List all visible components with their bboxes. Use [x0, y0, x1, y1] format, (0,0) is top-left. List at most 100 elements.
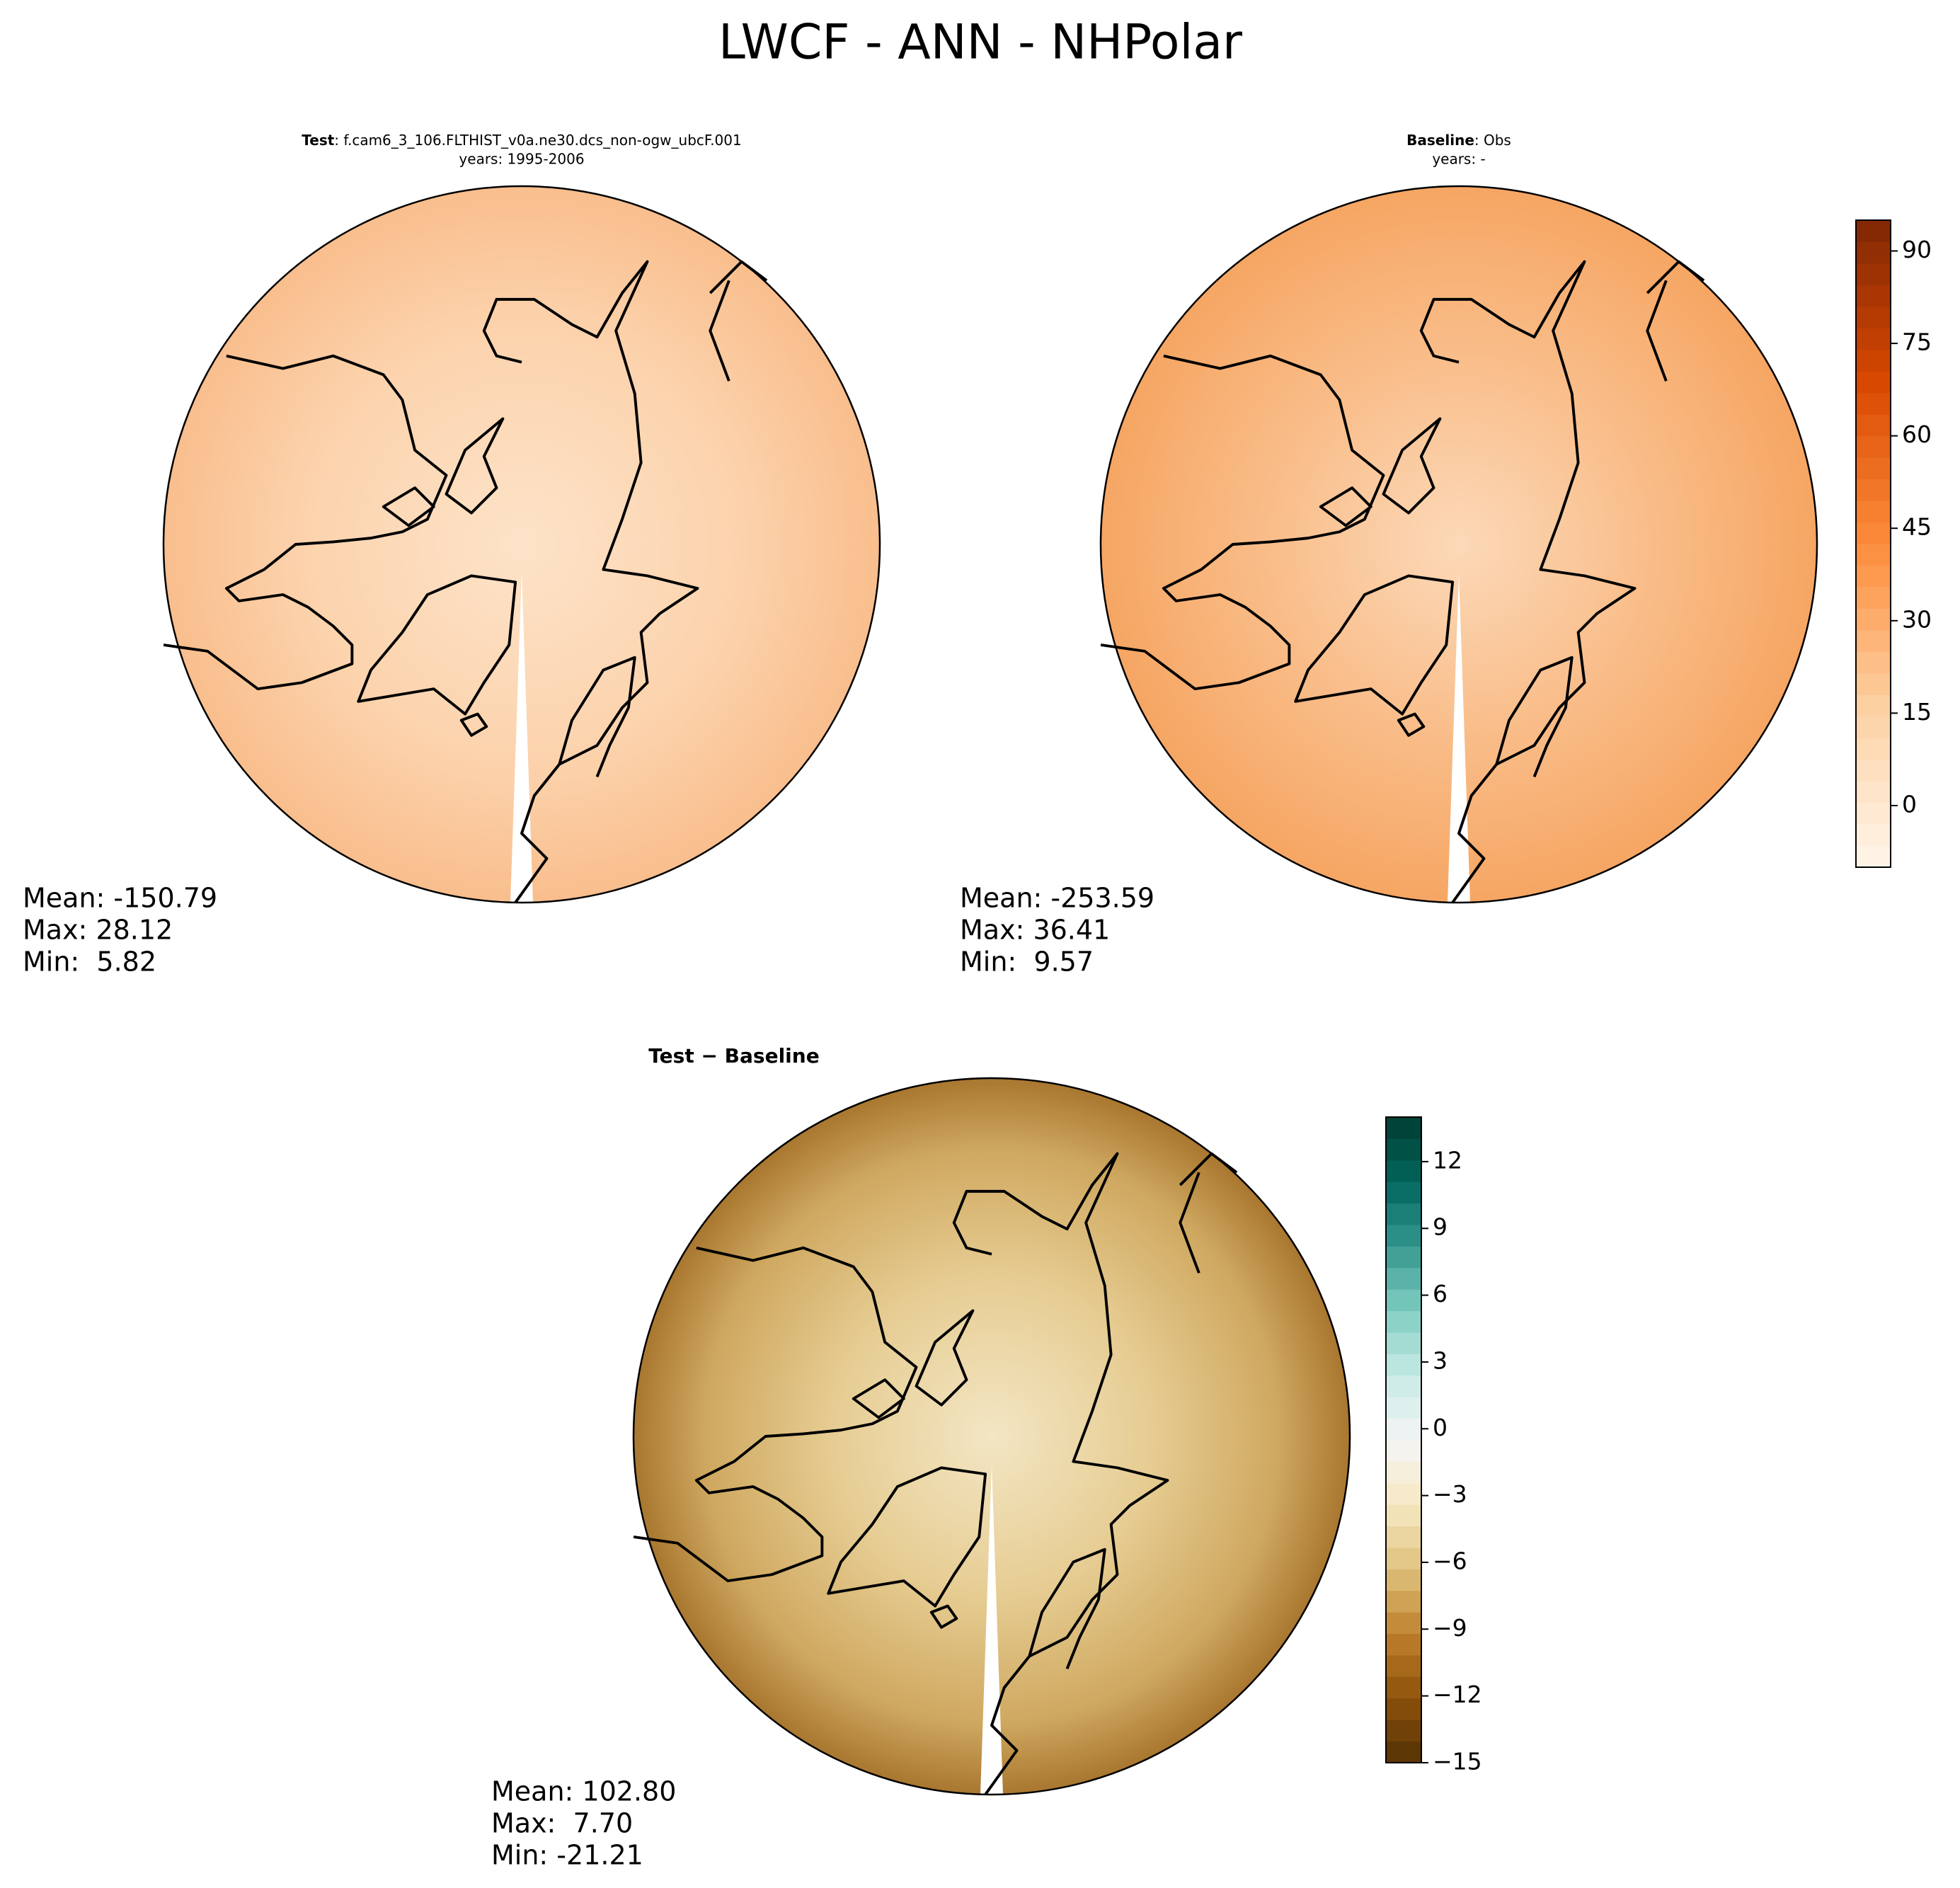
colorbar-segment	[1856, 285, 1891, 307]
colorbar-segment	[1386, 1160, 1421, 1182]
colorbar-segment	[1386, 1698, 1421, 1720]
colorbar-frame	[1385, 1116, 1422, 1763]
colorbar-segment	[1386, 1720, 1421, 1742]
panel-stat: Mean: 102.80	[491, 1776, 676, 1807]
panel-stat: Min: -21.21	[491, 1840, 643, 1871]
panel-stat: Max: 7.70	[491, 1808, 633, 1839]
panel-stat: Min: 9.57	[960, 946, 1094, 978]
colorbar-segment	[1386, 1289, 1421, 1312]
panel-case: : f.cam6_3_106.FLTHIST_v0a.ne30.dcs_non-…	[334, 132, 741, 149]
colorbar-segment	[1856, 608, 1891, 631]
colorbar-segment	[1856, 565, 1891, 588]
map-field	[1101, 186, 1817, 903]
map-border	[162, 185, 881, 904]
panel-title: Baseline: Obs	[1406, 132, 1511, 149]
colorbar-segment	[1386, 1182, 1421, 1204]
colorbar-segment	[1856, 694, 1891, 717]
colorbar-segment	[1856, 651, 1891, 674]
colorbar-tick-label: 30	[1902, 605, 1932, 633]
colorbar-segment	[1386, 1117, 1421, 1139]
colorbar-segment	[1856, 522, 1891, 544]
colorbar-segment	[1856, 716, 1891, 738]
colorbar-segment	[1856, 349, 1891, 372]
colorbar-tick-label: 3	[1433, 1346, 1448, 1374]
colorbar-segment	[1386, 1397, 1421, 1419]
colorbar-tick-label: 0	[1433, 1414, 1448, 1441]
colorbar-segment	[1386, 1526, 1421, 1548]
colorbar-segment	[1856, 629, 1891, 652]
colorbar-tick-label: −9	[1433, 1614, 1467, 1642]
colorbar-segment	[1386, 1246, 1421, 1269]
colorbar-segment	[1856, 759, 1891, 782]
colorbar-segment	[1856, 435, 1891, 458]
panel-label: Test	[302, 132, 334, 149]
colorbar-tick-label: 75	[1902, 328, 1932, 356]
colorbar-segment	[1856, 845, 1891, 868]
colorbar-tick-label: 90	[1902, 236, 1932, 263]
panel-title: Test: f.cam6_3_106.FLTHIST_v0a.ne30.dcs_…	[302, 132, 741, 149]
colorbar-tick-label: −3	[1433, 1480, 1467, 1508]
colorbar-tick-label: 45	[1902, 513, 1932, 541]
colorbar-segment	[1386, 1590, 1421, 1613]
colorbar-segment	[1856, 586, 1891, 609]
colorbar-segment	[1386, 1633, 1421, 1656]
colorbar-segment	[1386, 1440, 1421, 1462]
colorbar-segment	[1386, 1354, 1421, 1376]
panel-stat: Max: 28.12	[23, 915, 173, 946]
colorbar-segment	[1856, 824, 1891, 847]
panel-stat: Mean: -150.79	[23, 883, 217, 914]
map-panel	[632, 1077, 1351, 1796]
colorbar-segment	[1386, 1461, 1421, 1484]
colorbar-segment	[1386, 1676, 1421, 1699]
figure-title: LWCF - ANN - NHPolar	[718, 15, 1242, 71]
colorbar-frame	[1855, 219, 1891, 868]
colorbar-segment	[1856, 802, 1891, 825]
colorbar-segment	[1386, 1332, 1421, 1354]
panel-stat: Max: 36.41	[960, 915, 1110, 946]
map-field	[634, 1078, 1350, 1795]
colorbar-segment	[1386, 1504, 1421, 1527]
colorbar-segment	[1386, 1482, 1421, 1505]
colorbar-tick-label: 60	[1902, 420, 1932, 448]
map-panel	[1099, 185, 1818, 904]
colorbar-tick-label: 15	[1902, 698, 1932, 726]
colorbar-segment	[1856, 241, 1891, 264]
panel-stat: Min: 5.82	[23, 946, 156, 978]
colorbar-tick-label: 12	[1433, 1146, 1462, 1174]
colorbar-segment	[1386, 1310, 1421, 1333]
panel-years: years: 1995-2006	[459, 151, 584, 168]
colorbar-segment	[1856, 220, 1891, 242]
colorbar-segment	[1856, 738, 1891, 760]
colorbar-segment	[1856, 306, 1891, 328]
colorbar-segment	[1856, 673, 1891, 695]
colorbar-segment	[1856, 371, 1891, 394]
panel-stat: Mean: -253.59	[960, 883, 1154, 914]
colorbar-tick-label: 0	[1902, 790, 1917, 818]
map-border	[632, 1077, 1351, 1796]
colorbar-tick-label: 6	[1433, 1280, 1448, 1308]
colorbar-segment	[1386, 1225, 1421, 1247]
colorbar-segment	[1856, 457, 1891, 480]
colorbar-tick-label: −12	[1433, 1681, 1482, 1708]
map-panel	[162, 185, 881, 904]
colorbar-segment	[1856, 392, 1891, 415]
colorbar-segment	[1386, 1267, 1421, 1290]
panel-label: Baseline	[1406, 132, 1474, 149]
colorbar-segment	[1856, 781, 1891, 803]
colorbar-segment	[1386, 1375, 1421, 1397]
colorbar-tick-label: −15	[1433, 1748, 1482, 1775]
colorbar-segment	[1386, 1655, 1421, 1677]
colorbar-segment	[1386, 1612, 1421, 1635]
panel-years: years: -	[1432, 151, 1485, 168]
colorbar-segment	[1386, 1569, 1421, 1591]
map-field	[164, 186, 880, 903]
colorbar-tick-label: 9	[1433, 1213, 1448, 1241]
panel-case: : Obs	[1474, 132, 1511, 149]
colorbar-segment	[1386, 1203, 1421, 1225]
colorbar-segment	[1856, 263, 1891, 285]
colorbar-segment	[1386, 1547, 1421, 1569]
colorbar-segment	[1856, 479, 1891, 501]
map-border	[1099, 185, 1818, 904]
colorbar-segment	[1856, 328, 1891, 350]
